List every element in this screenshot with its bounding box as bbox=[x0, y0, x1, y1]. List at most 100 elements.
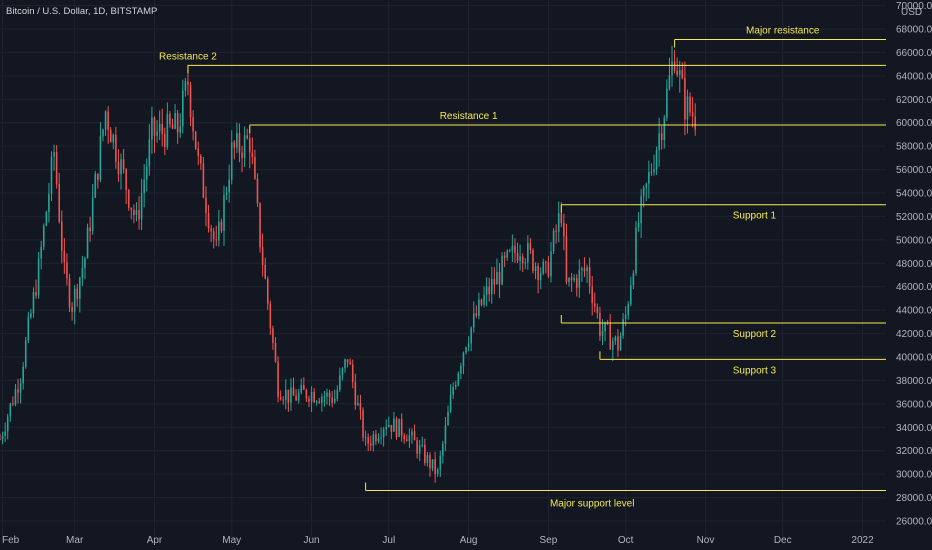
candle-body bbox=[207, 213, 210, 229]
candle-body bbox=[640, 196, 642, 224]
candle-body bbox=[351, 364, 354, 383]
candle-body bbox=[169, 113, 171, 125]
candle-body bbox=[609, 323, 612, 350]
candle-body bbox=[555, 230, 557, 232]
candle-body bbox=[524, 262, 527, 264]
candle-body bbox=[465, 347, 467, 353]
price-tick-label: 66000.00 bbox=[896, 48, 932, 59]
candle-body bbox=[200, 155, 202, 164]
candle-body bbox=[545, 261, 547, 263]
candle-body bbox=[648, 172, 650, 184]
candle-body bbox=[261, 247, 264, 266]
candle-body bbox=[501, 255, 503, 285]
candle-body bbox=[35, 292, 37, 296]
candle-body bbox=[17, 389, 19, 393]
candle-body bbox=[130, 207, 133, 210]
candle-body bbox=[218, 221, 220, 241]
candle-body bbox=[282, 399, 285, 401]
candle-body bbox=[89, 227, 91, 232]
candle-body bbox=[184, 81, 187, 91]
candle-body bbox=[632, 273, 635, 286]
candle-body bbox=[135, 210, 138, 215]
candle-body bbox=[292, 387, 295, 396]
candle-body bbox=[163, 134, 166, 148]
candle-body bbox=[326, 392, 328, 397]
candle-body bbox=[454, 384, 457, 387]
candle-body bbox=[127, 189, 130, 208]
candle-body bbox=[73, 288, 76, 312]
candle-body bbox=[537, 266, 539, 281]
candle-body bbox=[496, 271, 498, 285]
candle-body bbox=[248, 138, 251, 153]
candle-body bbox=[622, 319, 624, 336]
price-tick-label: 50000.00 bbox=[896, 235, 932, 246]
candle-body bbox=[30, 313, 32, 318]
time-axis[interactable]: Feb Mar Apr May Jun Jul Aug Sep Oct Nov Dec 2022 bbox=[2, 535, 874, 546]
candle-body bbox=[112, 134, 115, 143]
candle-body bbox=[563, 222, 565, 237]
price-tick-label: 46000.00 bbox=[896, 282, 932, 293]
candle-body bbox=[552, 230, 555, 252]
candle-body bbox=[313, 392, 315, 403]
candle-body bbox=[321, 396, 323, 403]
candle-body bbox=[176, 113, 179, 133]
candle-body bbox=[205, 197, 207, 214]
candle-body bbox=[192, 117, 194, 132]
candle-body bbox=[285, 389, 287, 400]
price-tick-label: 34000.00 bbox=[896, 423, 932, 434]
price-axis[interactable]: 26000.00 28000.00 30000.00 32000.00 34000.00… bbox=[896, 1, 932, 527]
candle-body bbox=[511, 245, 514, 251]
candle-body bbox=[467, 343, 470, 348]
candle-body bbox=[14, 389, 17, 405]
candle-body bbox=[604, 322, 606, 331]
candle-body bbox=[251, 152, 254, 157]
candle-body bbox=[547, 261, 550, 277]
candle-body bbox=[395, 418, 398, 437]
support-resistance-levels: Major resistance Resistance 2 Resistance 1… bbox=[159, 26, 886, 510]
candle-body bbox=[550, 251, 552, 277]
candle-body bbox=[434, 459, 436, 475]
candle-body bbox=[6, 416, 9, 432]
candle-body bbox=[158, 123, 161, 132]
candle-body bbox=[4, 431, 6, 436]
candle-body bbox=[310, 392, 313, 402]
candle-body bbox=[565, 236, 568, 282]
candle-body bbox=[37, 258, 40, 296]
price-tick-label: 44000.00 bbox=[896, 306, 932, 317]
candle-body bbox=[236, 133, 238, 148]
candle-body bbox=[1, 435, 4, 440]
candle-body bbox=[151, 117, 153, 140]
candle-body bbox=[630, 285, 632, 305]
candle-body bbox=[583, 268, 586, 272]
support-2-label: Support 2 bbox=[733, 329, 777, 340]
candle-body bbox=[241, 152, 243, 159]
candle-body bbox=[68, 278, 71, 308]
candle-body bbox=[385, 426, 388, 430]
candle-body bbox=[586, 267, 588, 272]
candle-body bbox=[411, 431, 413, 436]
candle-body bbox=[424, 444, 426, 464]
candle-body bbox=[133, 209, 135, 215]
price-tick-label: 28000.00 bbox=[896, 493, 932, 504]
candle-body bbox=[210, 228, 212, 232]
candle-body bbox=[354, 382, 357, 406]
price-tick-label: 64000.00 bbox=[896, 71, 932, 82]
candle-body bbox=[202, 163, 205, 198]
time-tick-label: 2022 bbox=[851, 535, 874, 546]
candle-body bbox=[117, 161, 120, 175]
candle-body bbox=[462, 352, 465, 366]
candle-body bbox=[225, 192, 228, 195]
candle-body bbox=[266, 278, 269, 304]
candle-body bbox=[673, 61, 676, 71]
candle-body bbox=[179, 126, 182, 133]
candle-body bbox=[194, 131, 197, 149]
candle-body bbox=[238, 133, 241, 153]
candle-body bbox=[279, 397, 282, 400]
candle-body bbox=[341, 368, 344, 376]
candle-body bbox=[519, 256, 521, 261]
candle-body bbox=[689, 96, 691, 113]
candle-body bbox=[601, 330, 604, 336]
time-tick-label: Apr bbox=[147, 535, 163, 546]
candle-body bbox=[22, 366, 24, 384]
